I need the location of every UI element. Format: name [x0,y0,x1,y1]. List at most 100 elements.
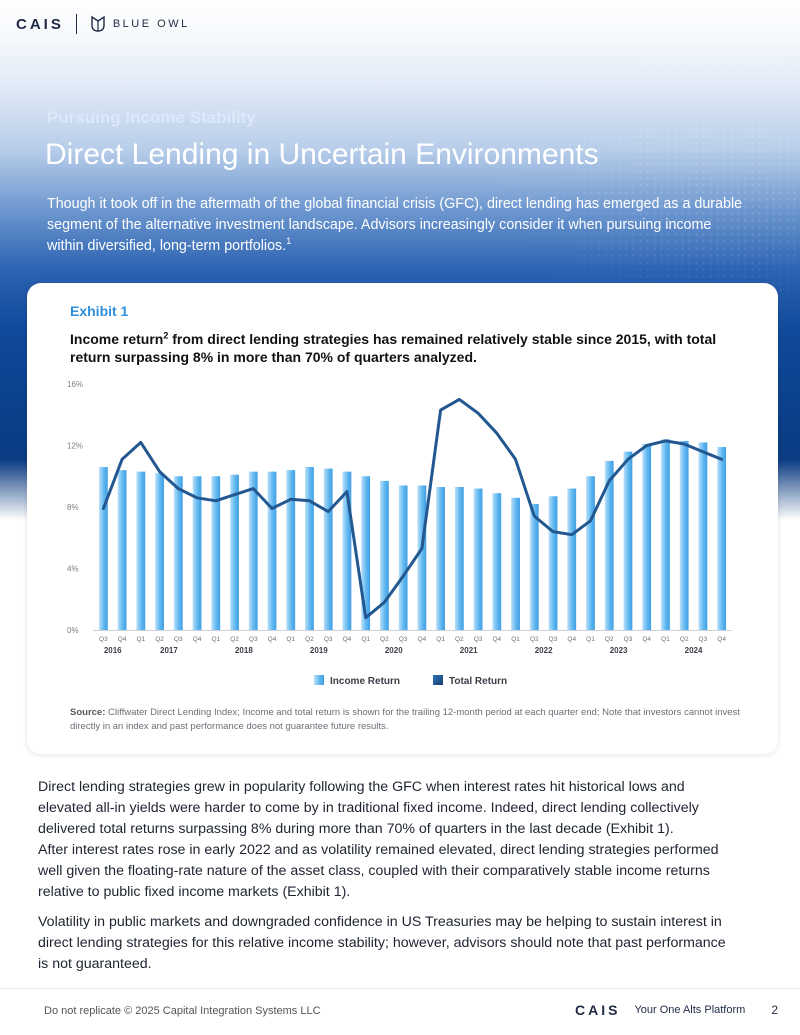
year-label: 2024 [685,646,703,655]
income-return-bar [98,467,108,630]
x-tick-label: Q3 [474,636,483,643]
income-return-bar [586,476,595,630]
x-tick-label: Q4 [717,636,726,643]
body-line: Direct lending strategies grew in popula… [38,779,685,795]
logo-divider [75,14,77,34]
legend-swatch-income [314,675,324,685]
x-tick-label: Q1 [436,636,445,643]
legend-label-total: Total Return [449,676,507,687]
income-return-bar [342,471,352,630]
body-line: relative to public fixed income markets … [38,884,351,900]
chart-heading-footnote: 2 [163,330,169,341]
income-return-bar [436,487,446,630]
x-tick-label: Q1 [586,636,595,643]
income-return-bar [417,485,427,630]
income-return-bar [567,488,577,630]
footer-cais-logo: CAIS [574,1002,621,1018]
x-tick-label: Q1 [137,636,146,643]
year-label: 2017 [160,646,178,655]
page-title: Direct Lending in Uncertain Environments [45,138,599,171]
x-tick-label: Q1 [361,636,370,643]
income-return-bar [698,442,708,630]
owl-icon [91,15,105,32]
income-return-bar [679,440,689,630]
section-kicker: Pursuing Income Stability [47,108,256,127]
year-label: 2022 [535,646,553,655]
legend-label-income: Income Return [330,676,400,687]
copyright: Do not replicate © 2025 Capital Integrat… [44,1005,321,1017]
income-return-bar [305,467,314,630]
intro-text: Though it took off in the aftermath of t… [47,196,743,254]
income-return-bar [173,476,183,630]
income-return-bar [511,497,520,630]
footer-tagline: Your One Alts Platform [634,1004,746,1016]
y-tick-label: 16% [67,380,83,389]
y-tick-label: 4% [67,565,79,574]
intro-footnote: 1 [286,236,292,247]
body-paragraph-1: Direct lending strategies grew in popula… [38,777,748,903]
x-tick-label: Q1 [211,636,220,643]
income-return-bar [136,471,146,630]
chart-heading: Income return2 from direct lending strat… [70,330,750,366]
income-return-bar [323,468,333,630]
source-note: Source: Cliffwater Direct Lending Index;… [70,706,750,734]
x-tick-label: Q3 [699,636,708,643]
x-tick-label: Q2 [455,636,464,643]
x-tick-label: Q2 [605,636,614,643]
income-return-bar [529,503,539,630]
footer-divider [0,988,800,989]
x-tick-label: Q2 [530,636,539,643]
body-line: direct lending strategies for this relat… [38,935,726,951]
body-line: delivered total returns surpassing 8% du… [38,821,674,837]
y-tick-label: 8% [67,503,79,512]
x-tick-label: Q4 [343,636,352,643]
x-tick-label: Q2 [680,636,689,643]
x-tick-label: Q1 [286,636,295,643]
page-number: 2 [771,1003,778,1017]
income-return-bar [248,471,258,630]
x-tick-label: Q3 [99,636,108,643]
x-tick-label: Q2 [380,636,389,643]
x-tick-label: Q4 [492,636,501,643]
cais-logo: CAIS [16,15,64,33]
x-tick-label: Q4 [418,636,427,643]
x-tick-label: Q4 [193,636,202,643]
x-tick-label: Q1 [661,636,670,643]
x-tick-label: Q3 [324,636,333,643]
income-return-bar [230,474,239,630]
x-tick-label: Q3 [174,636,183,643]
income-return-bar [492,493,502,630]
income-return-bar [604,460,614,630]
chart-heading-start: Income return [70,331,164,347]
income-return-bar [454,487,464,630]
x-tick-label: Q2 [305,636,314,643]
blue-owl-logo: BLUE OWL [112,18,190,30]
x-tick-label: Q4 [642,636,651,643]
x-tick-label: Q3 [624,636,633,643]
legend-swatch-total [433,675,443,685]
x-tick-label: Q2 [155,636,164,643]
income-return-bar [286,470,296,630]
chart-heading-rest: from direct lending strategies has remai… [70,331,717,365]
body-line: elevated all-in yields were harder to co… [38,800,699,816]
source-text: Cliffwater Direct Lending Index; Income … [70,707,740,732]
x-tick-label: Q3 [549,636,558,643]
income-return-bar [548,496,558,630]
y-tick-label: 12% [67,442,83,451]
x-tick-label: Q4 [268,636,277,643]
year-label: 2016 [104,646,122,655]
income-return-bar [192,476,202,630]
income-return-bar [361,476,371,630]
body-line: Volatility in public markets and downgra… [38,914,722,930]
exhibit-card: Exhibit 1 Income return2 from direct len… [27,283,778,754]
income-return-bar [117,470,127,630]
x-tick-label: Q3 [249,636,258,643]
income-return-bar [155,473,164,630]
y-tick-label: 0% [67,626,79,635]
income-return-bar [379,480,389,630]
income-return-bar [211,476,221,630]
x-tick-label: Q4 [118,636,127,643]
income-return-bar [267,471,277,630]
income-return-bar [717,447,727,630]
year-label: 2021 [460,646,478,655]
